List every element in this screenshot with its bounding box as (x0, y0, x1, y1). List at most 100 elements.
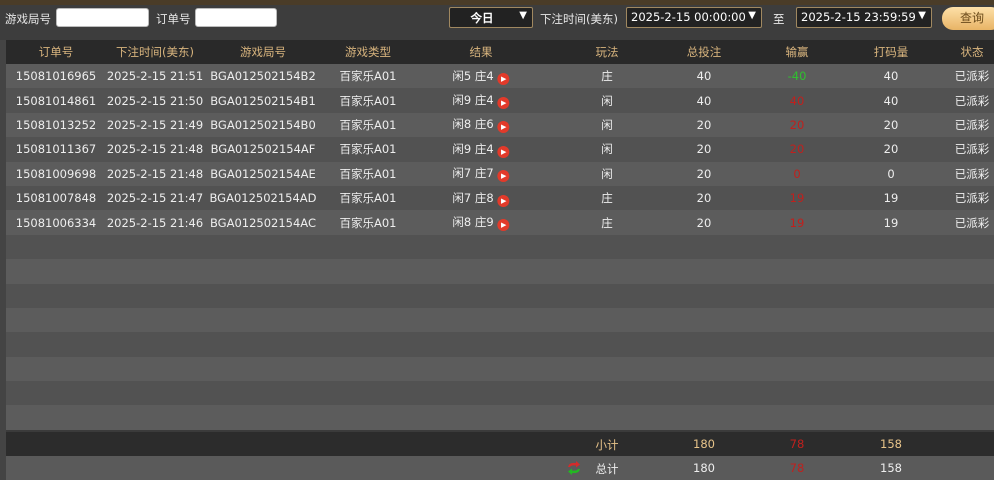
cell-status: 已派彩 (954, 166, 990, 181)
top-border (0, 0, 994, 5)
table-row (6, 381, 994, 406)
cell-bet-time: 2025-2-15 21:50 (106, 93, 204, 108)
cell-result: 闲7 庄8 ▶ (452, 190, 510, 207)
cell-total-bet: 20 (696, 166, 712, 181)
cell-result: 闲9 庄4 ▶ (452, 141, 510, 158)
play-icon[interactable]: ▶ (497, 170, 510, 183)
orders-table: 订单号 下注时间(美东) 游戏局号 游戏类型 结果 玩法 总投注 输赢 打码量 状态 1508101… (6, 40, 994, 430)
cell-turnover: 20 (883, 117, 899, 132)
play-icon[interactable]: ▶ (497, 194, 510, 207)
cell-game-type: 百家乐A01 (339, 93, 397, 108)
cell-win-loss: 40 (789, 93, 805, 108)
cell-game-type: 百家乐A01 (339, 142, 397, 157)
cell-round-id: BGA012502154AF (210, 142, 316, 157)
header-total-bet[interactable]: 总投注 (686, 45, 722, 59)
start-time-value: 2025-2-15 00:00:00 (631, 10, 746, 24)
query-button[interactable]: 查询 (942, 7, 994, 30)
cell-win-loss: 20 (789, 117, 805, 132)
cell-total-bet: 20 (696, 117, 712, 132)
header-round-id[interactable]: 游戏局号 (240, 45, 286, 59)
cell-total-bet: 40 (696, 93, 712, 108)
chevron-down-icon: ▼ (918, 10, 926, 21)
table-row (6, 234, 994, 260)
cell-win-loss: 20 (789, 142, 805, 157)
cell-bet-time: 2025-2-15 21:47 (106, 191, 204, 206)
time-label: 下注时间(美东) (540, 12, 618, 26)
table-row (6, 259, 994, 284)
cell-order-id: 15081006334 (15, 215, 97, 230)
play-icon[interactable]: ▶ (497, 145, 510, 158)
cell-bet-time: 2025-2-15 21:49 (106, 117, 204, 132)
result-text: 闲7 庄8 (452, 190, 494, 205)
start-time-select[interactable]: 2025-2-15 00:00:00 ▼ (626, 7, 762, 28)
cell-order-id: 15081009698 (15, 166, 97, 181)
cell-status: 已派彩 (954, 93, 990, 108)
header-turnover[interactable]: 打码量 (873, 45, 909, 59)
cell-bet-type: 闲 (601, 166, 613, 181)
header-win-loss[interactable]: 输赢 (785, 45, 809, 59)
order-input[interactable] (195, 8, 277, 27)
cell-order-id: 15081007848 (15, 191, 97, 206)
cell-round-id: BGA012502154AE (210, 166, 316, 181)
total-turnover: 158 (880, 461, 902, 475)
table-row: 15081011367 2025-2-15 21:48 BGA012502154AF… (6, 137, 994, 162)
chevron-down-icon: ▼ (748, 10, 756, 21)
cell-game-type: 百家乐A01 (339, 69, 397, 84)
cell-bet-time: 2025-2-15 21:48 (106, 142, 204, 157)
cell-result: 闲9 庄4 ▶ (452, 92, 510, 110)
result-text: 闲9 庄4 (452, 93, 494, 108)
cell-order-id: 15081013252 (15, 117, 97, 132)
table-row: 15081014861 2025-2-15 21:50 BGA012502154B1… (6, 88, 994, 113)
table-row (6, 283, 994, 308)
cell-round-id: BGA012502154AC (209, 215, 317, 230)
cell-game-type: 百家乐A01 (339, 166, 397, 181)
table-row (6, 332, 994, 357)
table-row: 15081007848 2025-2-15 21:47 BGA012502154AD… (6, 185, 994, 211)
cell-bet-time: 2025-2-15 21:46 (106, 215, 204, 230)
table-row (6, 307, 994, 333)
cell-total-bet: 20 (696, 142, 712, 157)
cell-game-type: 百家乐A01 (339, 215, 397, 230)
end-time-value: 2025-2-15 23:59:59 (801, 10, 916, 24)
cell-order-id: 15081014861 (15, 93, 97, 108)
header-status[interactable]: 状态 (960, 45, 984, 59)
header-result[interactable]: 结果 (469, 45, 493, 59)
header-bet-type[interactable]: 玩法 (595, 45, 619, 59)
round-input[interactable] (56, 8, 149, 27)
header-order-id[interactable]: 订单号 (38, 45, 74, 59)
table-row (6, 405, 994, 430)
total-label: 总计 (595, 462, 619, 476)
cell-bet-type: 庄 (601, 191, 613, 206)
cell-turnover: 20 (883, 142, 899, 157)
cell-round-id: BGA012502154AD (209, 191, 317, 206)
play-icon[interactable]: ▶ (497, 72, 510, 85)
cell-bet-type: 闲 (601, 142, 613, 157)
cell-turnover: 40 (883, 93, 899, 108)
play-icon[interactable]: ▶ (497, 97, 510, 110)
total-bet: 180 (693, 461, 715, 475)
header-bet-time[interactable]: 下注时间(美东) (116, 45, 194, 59)
total-row: 总计 180 78 158 (6, 456, 994, 480)
result-text: 闲7 庄7 (452, 166, 494, 181)
refresh-icon[interactable] (566, 460, 582, 476)
cell-total-bet: 20 (696, 191, 712, 206)
subtotal-label: 小计 (595, 438, 619, 452)
result-text: 闲8 庄9 (452, 215, 494, 230)
cell-total-bet: 20 (696, 215, 712, 230)
subtotal-winloss: 78 (789, 437, 805, 451)
table-row (6, 356, 994, 382)
subtotal-turnover: 158 (880, 437, 902, 451)
table-row: 15081013252 2025-2-15 21:49 BGA012502154B0… (6, 112, 994, 138)
round-label: 游戏局号 (5, 12, 51, 26)
period-select[interactable]: 今日 ▼ (449, 7, 533, 28)
result-text: 闲5 庄4 (452, 68, 494, 83)
left-strip (0, 40, 6, 480)
subtotal-row: 小计 180 78 158 (6, 432, 994, 456)
end-time-select[interactable]: 2025-2-15 23:59:59 ▼ (796, 7, 932, 28)
to-label: 至 (773, 12, 785, 26)
play-icon[interactable]: ▶ (497, 121, 510, 134)
cell-result: 闲5 庄4 ▶ (452, 68, 510, 85)
cell-status: 已派彩 (954, 215, 990, 230)
play-icon[interactable]: ▶ (497, 219, 510, 232)
header-game-type[interactable]: 游戏类型 (345, 45, 391, 59)
